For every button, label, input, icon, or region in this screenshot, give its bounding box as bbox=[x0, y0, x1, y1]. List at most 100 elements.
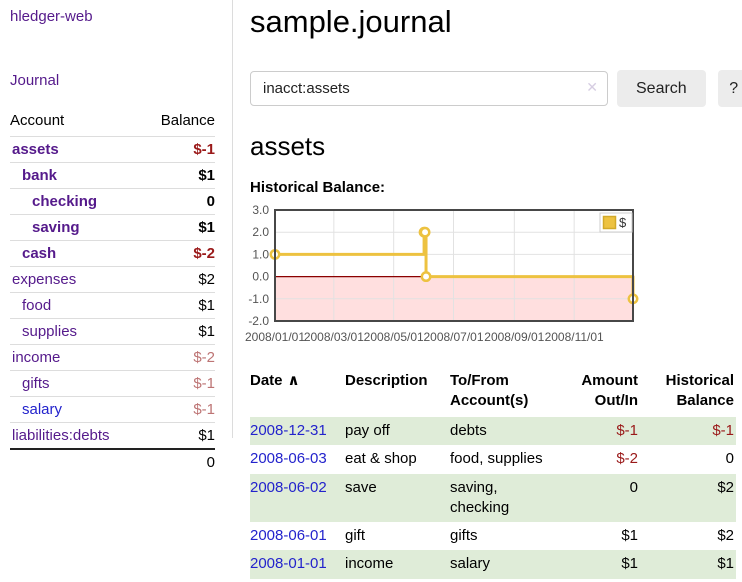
transaction-amount: $1 bbox=[568, 550, 646, 579]
account-link[interactable]: income bbox=[12, 349, 61, 366]
sort-ascending-icon: ∧ bbox=[287, 371, 300, 389]
x-axis-tick-label: 2008/11/01 bbox=[545, 330, 604, 344]
transaction-date-link[interactable]: 2008-06-01 bbox=[250, 527, 327, 545]
transaction-description: save bbox=[345, 473, 450, 523]
account-row: food $1 bbox=[10, 292, 215, 319]
account-balance: $-1 bbox=[142, 136, 215, 163]
transaction-accounts: gifts bbox=[450, 527, 478, 545]
account-balance: $2 bbox=[142, 266, 215, 293]
account-row: bank $1 bbox=[10, 162, 215, 189]
transaction-accounts: salary bbox=[450, 550, 568, 579]
account-link[interactable]: gifts bbox=[22, 375, 50, 392]
transaction-row: 2008-06-02 save saving, checking 0 $2 bbox=[250, 473, 736, 523]
account-row: gifts $-1 bbox=[10, 370, 215, 397]
account-link[interactable]: food bbox=[22, 297, 52, 314]
account-heading: assets bbox=[250, 131, 326, 162]
transaction-description: pay off bbox=[345, 417, 450, 446]
page-title: sample.journal bbox=[250, 4, 452, 39]
account-row: expenses $2 bbox=[10, 266, 215, 293]
transaction-description: eat & shop bbox=[345, 450, 417, 468]
transaction-amount: $1 bbox=[621, 527, 638, 545]
column-header-date[interactable]: Date ∧ bbox=[250, 371, 300, 389]
account-row: cash $-2 bbox=[10, 240, 215, 267]
legend-swatch-icon bbox=[602, 215, 617, 229]
account-row: salary $-1 bbox=[10, 396, 215, 423]
account-link[interactable]: saving bbox=[32, 219, 80, 236]
search-input[interactable] bbox=[250, 71, 608, 107]
y-axis-tick-label: -2.0 bbox=[248, 314, 269, 328]
transaction-date-link[interactable]: 2008-06-03 bbox=[250, 450, 327, 468]
main-content: sample.journal ✕ Search ? assets Histori… bbox=[234, 0, 742, 579]
x-axis-tick-label: 2008/07/01 bbox=[423, 330, 483, 344]
transaction-amount: $-1 bbox=[568, 417, 646, 446]
transaction-row: 2008-01-01 income salary $1 $1 bbox=[250, 550, 736, 579]
account-balance: $-2 bbox=[142, 344, 215, 371]
account-balance: $-1 bbox=[142, 370, 215, 397]
balance-chart-svg: 3.0 2.0 1.0 0.0 -1.0 -2.0 2008/01/012008/03/01… bbox=[245, 203, 639, 344]
account-row: checking 0 bbox=[10, 188, 215, 215]
transaction-balance: 0 bbox=[725, 450, 734, 468]
transaction-date-link[interactable]: 2008-06-02 bbox=[250, 478, 327, 496]
transaction-date-cell: 2008-06-03 bbox=[250, 445, 345, 473]
account-row: assets $-1 bbox=[10, 136, 215, 163]
sidebar-item-journal[interactable]: Journal bbox=[10, 72, 60, 89]
transaction-date-link[interactable]: 2008-01-01 bbox=[250, 555, 327, 573]
transaction-date-cell: 2008-12-31 bbox=[250, 417, 345, 446]
account-balance: $-2 bbox=[142, 240, 215, 267]
transactions-table-header: Date ∧ Description To/From Account(s) Amount… bbox=[250, 369, 736, 418]
help-button[interactable]: ? bbox=[717, 70, 742, 108]
balance-column-header: Balance bbox=[160, 112, 215, 129]
transaction-date-link[interactable]: 2008-12-31 bbox=[250, 422, 327, 440]
sidebar: hledger-web Journal Account Balance asse… bbox=[0, 0, 233, 475]
column-header-to-from: To/From Account(s) bbox=[450, 371, 529, 409]
account-link[interactable]: assets bbox=[12, 141, 59, 158]
search-button[interactable]: Search bbox=[617, 70, 706, 108]
x-axis-tick-label: 2008/05/01 bbox=[364, 330, 424, 344]
account-link[interactable]: supplies bbox=[22, 323, 78, 340]
accounts-table: Account Balance assets $-1 bank $1 checking 0… bbox=[10, 110, 215, 475]
transaction-amount: $-2 bbox=[616, 450, 638, 468]
chart-title: Historical Balance: bbox=[250, 178, 386, 196]
account-row: saving $1 bbox=[10, 214, 215, 241]
transaction-row: 2008-06-03 eat & shop food, supplies $-2 0 bbox=[250, 445, 736, 473]
account-link[interactable]: checking bbox=[32, 193, 98, 210]
transaction-accounts: saving, checking bbox=[450, 473, 568, 523]
account-row: supplies $1 bbox=[10, 318, 215, 345]
transaction-description: income bbox=[345, 550, 450, 579]
account-balance: $1 bbox=[142, 162, 215, 189]
account-row: income $-2 bbox=[10, 344, 215, 371]
transaction-date-cell: 2008-01-01 bbox=[250, 550, 345, 579]
y-axis-tick-label: -1.0 bbox=[248, 291, 269, 305]
transactions-table: Date ∧ Description To/From Account(s) Amount… bbox=[250, 369, 736, 579]
column-header-historical: Historical Balance bbox=[665, 371, 734, 409]
transaction-date-cell: 2008-06-01 bbox=[250, 522, 345, 550]
account-balance: $1 bbox=[142, 292, 215, 319]
account-link[interactable]: salary bbox=[22, 401, 63, 418]
column-header-description: Description bbox=[345, 371, 428, 389]
clear-search-icon[interactable]: ✕ bbox=[586, 79, 598, 96]
transaction-balance: $2 bbox=[717, 527, 734, 545]
y-axis-tick-label: 0.0 bbox=[252, 269, 269, 283]
historical-balance-chart: 3.0 2.0 1.0 0.0 -1.0 -2.0 2008/01/01 2008/03/01… bbox=[242, 203, 742, 352]
account-balance: $1 bbox=[142, 214, 215, 241]
account-link[interactable]: cash bbox=[22, 245, 57, 262]
account-link[interactable]: liabilities:debts bbox=[12, 427, 110, 444]
transaction-row: 2008-12-31 pay off debts $-1 $-1 bbox=[250, 417, 736, 446]
search-form: ✕ Search ? bbox=[250, 70, 742, 108]
account-balance: $1 bbox=[142, 422, 215, 449]
transaction-balance: $1 bbox=[646, 550, 736, 579]
account-balance: $1 bbox=[142, 318, 215, 345]
transaction-balance: $-1 bbox=[646, 417, 736, 446]
app-brand-link[interactable]: hledger-web bbox=[10, 8, 93, 25]
account-link[interactable]: bank bbox=[22, 167, 58, 184]
x-axis-tick-label: 2008/09/01 bbox=[484, 330, 544, 344]
x-axis-tick-label: 2008/03/01 bbox=[304, 330, 364, 344]
account-link[interactable]: expenses bbox=[12, 271, 77, 288]
accounts-table-header: Account Balance bbox=[10, 110, 215, 137]
account-row: liabilities:debts $1 bbox=[10, 422, 215, 449]
column-header-amount: Amount Out/In bbox=[581, 371, 638, 409]
transaction-accounts: food, supplies bbox=[450, 450, 543, 468]
account-column-header: Account bbox=[10, 112, 65, 129]
transaction-description: gift bbox=[345, 527, 366, 545]
accounts-total-row: 0 bbox=[10, 448, 215, 475]
